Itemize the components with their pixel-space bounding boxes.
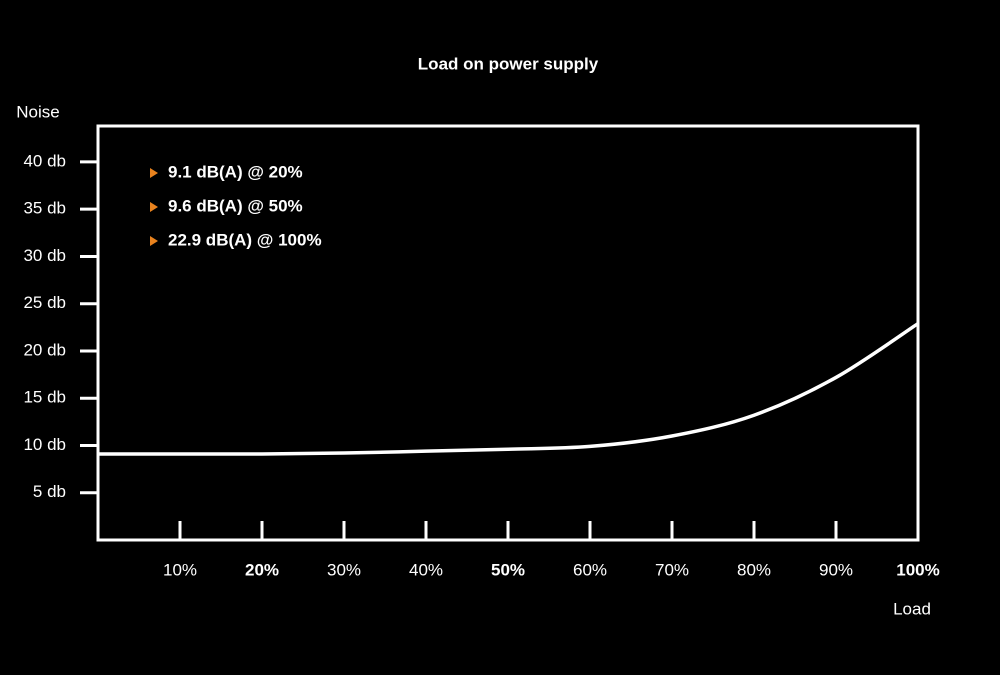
- x-tick-label: 90%: [819, 560, 853, 579]
- x-tick-label: 70%: [655, 560, 689, 579]
- annotation: 9.6 dB(A) @ 50%: [168, 196, 303, 215]
- x-tick-label: 60%: [573, 560, 607, 579]
- y-tick-label: 15 db: [23, 388, 66, 407]
- y-tick-label: 30 db: [23, 246, 66, 265]
- chart-title: Load on power supply: [418, 54, 599, 73]
- y-axis-label: Noise: [16, 102, 59, 121]
- y-tick-label: 35 db: [23, 199, 66, 218]
- annotation-marker: [150, 168, 158, 178]
- plot-frame: [96, 124, 920, 542]
- x-tick-label: 10%: [163, 560, 197, 579]
- x-tick-label: 40%: [409, 560, 443, 579]
- x-tick-label: 100%: [896, 560, 939, 579]
- noise-line: [98, 322, 919, 456]
- y-tick-label: 20 db: [23, 340, 66, 359]
- y-tick-label: 40 db: [23, 151, 66, 170]
- x-axis-label: Load: [893, 599, 931, 618]
- annotation-marker: [150, 236, 158, 246]
- x-tick-label: 50%: [491, 560, 525, 579]
- annotation-marker: [150, 202, 158, 212]
- y-tick-label: 10 db: [23, 435, 66, 454]
- annotation: 9.1 dB(A) @ 20%: [168, 162, 303, 181]
- x-tick-label: 20%: [245, 560, 279, 579]
- y-tick-label: 25 db: [23, 293, 66, 312]
- x-tick-label: 80%: [737, 560, 771, 579]
- x-tick-label: 30%: [327, 560, 361, 579]
- y-tick-label: 5 db: [33, 482, 66, 501]
- annotation: 22.9 dB(A) @ 100%: [168, 230, 322, 249]
